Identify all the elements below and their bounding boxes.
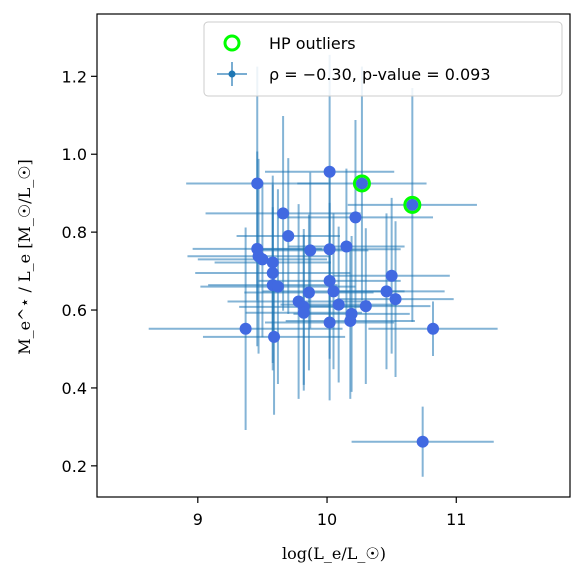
data-point-15 xyxy=(323,274,336,287)
data-point-34 xyxy=(416,435,429,448)
data-point-26 xyxy=(359,300,372,313)
data-point-27 xyxy=(297,306,310,319)
outlier-layer xyxy=(352,174,422,214)
legend-box xyxy=(203,21,563,97)
data-point-1 xyxy=(323,165,336,178)
y-tick-label: 0.8 xyxy=(62,223,87,242)
data-point-13 xyxy=(266,256,279,269)
legend-correlation-label: ρ = −0.30, p-value = 0.093 xyxy=(269,65,491,84)
legend-outlier-marker xyxy=(223,34,241,52)
legend: HP outliers ρ = −0.30, p-value = 0.093 xyxy=(203,21,563,97)
data-point-18 xyxy=(271,280,284,293)
data-point-2 xyxy=(355,177,368,190)
data-point-5 xyxy=(349,211,362,224)
data-point-25 xyxy=(332,298,345,311)
data-point-23 xyxy=(389,293,402,306)
data-point-14 xyxy=(266,267,279,280)
y-tick-label: 0.4 xyxy=(62,379,87,398)
x-tick-label: 11 xyxy=(446,510,466,529)
data-point-10 xyxy=(340,240,353,253)
data-point-29 xyxy=(344,314,357,327)
data-point-30 xyxy=(323,316,336,329)
plot-frame xyxy=(96,13,571,498)
data-point-16 xyxy=(385,269,398,282)
x-axis-ticks: 9 10 11 xyxy=(193,497,466,529)
data-point-8 xyxy=(323,243,336,256)
data-point-32 xyxy=(427,322,440,335)
y-axis-label: M_e^⋆ / L_e [M_☉/L_☉] xyxy=(15,159,34,355)
data-point-9 xyxy=(304,244,317,257)
outlier-marker-0 xyxy=(352,174,371,193)
data-point-31 xyxy=(239,322,252,335)
y-tick-label: 0.2 xyxy=(62,457,87,476)
legend-point-marker xyxy=(228,70,236,78)
x-tick-label: 9 xyxy=(193,510,203,529)
x-tick-label: 10 xyxy=(317,510,337,529)
data-point-21 xyxy=(380,285,393,298)
data-point-33 xyxy=(268,330,281,343)
y-tick-label: 1.0 xyxy=(62,145,87,164)
data-point-6 xyxy=(282,230,295,243)
points-layer xyxy=(239,165,440,448)
y-tick-label: 0.6 xyxy=(62,301,87,320)
data-point-20 xyxy=(302,286,315,299)
data-point-3 xyxy=(406,198,419,211)
data-point-19 xyxy=(327,285,340,298)
y-tick-label: 1.2 xyxy=(62,67,87,86)
data-point-12 xyxy=(256,253,269,266)
x-axis-label: log(L_e/L_☉) xyxy=(282,544,386,563)
data-point-4 xyxy=(277,207,290,220)
data-point-0 xyxy=(251,177,264,190)
legend-outlier-label: HP outliers xyxy=(269,34,356,53)
outlier-marker-1 xyxy=(403,195,422,214)
y-axis-ticks: 0.2 0.4 0.6 0.8 1.0 1.2 xyxy=(62,67,97,476)
